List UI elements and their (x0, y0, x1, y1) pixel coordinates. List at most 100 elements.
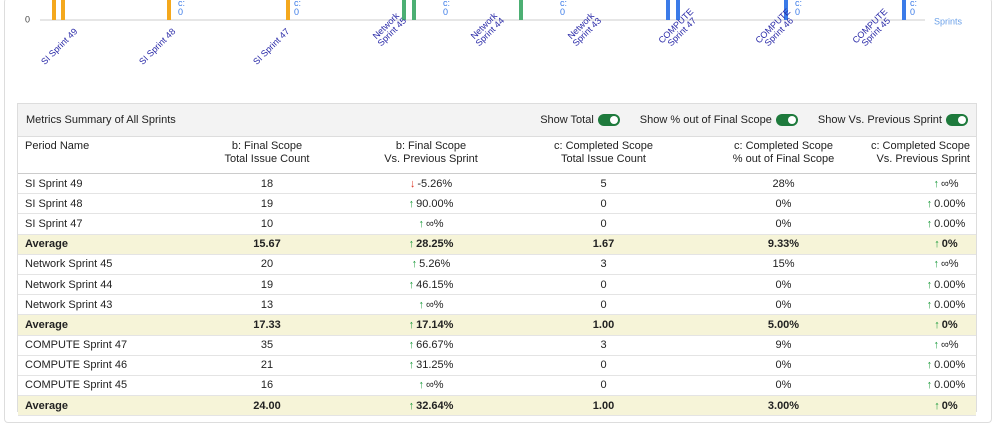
cell-text: SI Sprint 49 (25, 177, 83, 190)
x-tick-label: SI Sprint 47 (251, 26, 291, 66)
cell-text: 28% (772, 177, 795, 190)
column-header: b: Final Scope Vs. Previous Sprint (356, 137, 506, 174)
cell-text: ∞% (940, 258, 959, 271)
cell-text: 3 (600, 258, 607, 271)
cell-text: Average (25, 238, 69, 251)
cell-text: 9% (775, 339, 792, 352)
bar-label: 0 (795, 7, 800, 17)
cell: 1.00 (506, 314, 701, 336)
toggle-label: Show Vs. Previous Sprint (817, 114, 942, 126)
panel (4, 0, 992, 423)
toggle: Show Total (540, 114, 620, 126)
trend-arrow: ↑ (418, 217, 424, 230)
cell: 13 (178, 294, 356, 316)
bar (412, 0, 416, 20)
trend-arrow: ↑ (408, 197, 415, 210)
cell: COMPUTE Sprint 46 (18, 355, 178, 376)
table-row: Network Sprint 43 13 ↑ ∞% 0 0% ↑ 0.00% (18, 294, 976, 316)
cell: 0% (701, 274, 866, 296)
table-row: Network Sprint 45 20 ↑ 5.26% 3 15% ↑ ∞% (18, 254, 976, 275)
bar-label: 0 (910, 7, 915, 17)
cell-text: 66.67% (416, 339, 454, 352)
chart: 0 Sprints SI Sprint 49 SI Sprint 48 SI Spr… (25, 0, 963, 67)
cell: SI Sprint 49 (18, 173, 178, 195)
trend-arrow: ↑ (408, 278, 415, 291)
cell-text: 0% (941, 318, 958, 331)
bar (902, 0, 906, 20)
cell-text: 0 (600, 379, 607, 392)
cell-text: Average (25, 399, 69, 412)
cell-text: COMPUTE Sprint 47 (25, 339, 128, 352)
cell: ↑ 32.64% (356, 395, 506, 417)
toggle: Show % out of Final Scope (640, 114, 798, 126)
toggle-label: Show Total (540, 114, 594, 126)
cell: ↑ 31.25% (356, 355, 506, 376)
cell-text: 0 (600, 217, 607, 230)
toggle: Show Vs. Previous Sprint (818, 114, 968, 126)
cell: SI Sprint 48 (18, 193, 178, 215)
card-header: Metrics Summary of All Sprints Show Tota… (18, 104, 976, 137)
table-row: SI Sprint 47 10 ↑ ∞% 0 0% ↑ 0.00% (18, 213, 976, 235)
cell: ↑ 0.00% (866, 213, 976, 235)
cell-text: 32.64% (416, 399, 454, 412)
cell-text: 16 (260, 379, 274, 392)
bars (52, 0, 906, 20)
metrics-table-card: Metrics Summary of All Sprints Show Tota… (17, 103, 977, 417)
cell-text: 17.14% (416, 318, 454, 331)
cell-text: ∞% (940, 339, 959, 352)
cell-text: 9.33% (767, 238, 800, 251)
cell-text: 0% (775, 278, 792, 291)
cell-text: 31.25% (416, 359, 454, 372)
trend-arrow: ↑ (926, 298, 933, 311)
cell: 0 (506, 375, 701, 397)
cell: 3.00% (701, 395, 866, 417)
cell: ↑ 0.00% (866, 193, 976, 215)
cell: ↑ 5.26% (356, 254, 506, 275)
header-text: Period Name (25, 140, 90, 152)
trend-arrow: ↓ (409, 177, 416, 190)
cell-text: 3 (600, 339, 607, 352)
x-axis-title: Sprints (934, 16, 963, 26)
column-header: c: Completed Scope Total Issue Count (506, 137, 701, 174)
cell-text: 5.26% (419, 258, 451, 271)
cell: ↑ ∞% (866, 254, 976, 275)
trend-arrow: ↑ (933, 339, 939, 352)
cell-text: 0.00% (934, 379, 966, 392)
bar (52, 0, 56, 20)
trend-arrow: ↑ (418, 379, 424, 392)
cell-text: 10 (260, 217, 274, 230)
cell: 28% (701, 173, 866, 195)
cell: ↑ ∞% (866, 335, 976, 356)
cell-text: 15% (772, 258, 795, 271)
cell-text: 1.00 (592, 399, 615, 412)
switch[interactable] (775, 114, 798, 126)
cell: 0 (506, 213, 701, 235)
table-row: SI Sprint 48 19 ↑ 90.00% 0 0% ↑ 0.00% (18, 193, 976, 215)
cell-text: Network Sprint 45 (25, 258, 113, 271)
cell: 9.33% (701, 234, 866, 255)
cell-text: 0% (775, 359, 792, 372)
cell-text: 0% (775, 217, 792, 230)
cell-text: Average (25, 318, 69, 331)
cell-text: 0% (941, 399, 958, 412)
cell: 15.67 (178, 234, 356, 255)
trend-arrow: ↑ (934, 238, 940, 251)
bar (167, 0, 171, 20)
switch[interactable] (597, 114, 620, 126)
cell: ↑ 28.25% (356, 234, 506, 255)
cell-text: 46.15% (416, 278, 454, 291)
table-row: COMPUTE Sprint 45 16 ↑ ∞% 0 0% ↑ 0.00% (18, 375, 976, 397)
switch[interactable] (946, 114, 968, 126)
cell-text: 17.33 (253, 318, 281, 331)
header-text: b: Final Scope (395, 140, 467, 152)
cell: 0% (701, 294, 866, 316)
trend-arrow: ↑ (926, 379, 933, 392)
cell-text: 5.00% (767, 318, 800, 331)
cell: ↑ 46.15% (356, 274, 506, 296)
cell-text: 0.00% (934, 197, 966, 210)
x-tick-label: SI Sprint 48 (137, 26, 177, 66)
cell: ↑ 17.14% (356, 314, 506, 336)
cell: Average (18, 234, 178, 255)
cell-text: 35 (260, 339, 274, 352)
